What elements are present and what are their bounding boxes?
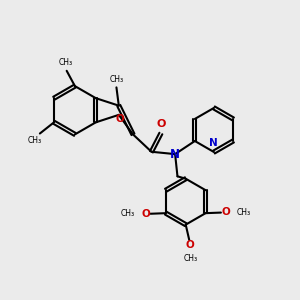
Text: CH₃: CH₃ <box>184 254 198 263</box>
Text: CH₃: CH₃ <box>110 75 124 84</box>
Text: O: O <box>157 119 166 129</box>
Text: N: N <box>170 148 180 160</box>
Text: CH₃: CH₃ <box>236 208 250 217</box>
Text: CH₃: CH₃ <box>121 209 135 218</box>
Text: CH₃: CH₃ <box>28 136 42 146</box>
Text: O: O <box>221 207 230 217</box>
Text: O: O <box>141 209 150 219</box>
Text: O: O <box>116 114 124 124</box>
Text: N: N <box>209 138 218 148</box>
Text: CH₃: CH₃ <box>58 58 72 67</box>
Text: O: O <box>185 240 194 250</box>
